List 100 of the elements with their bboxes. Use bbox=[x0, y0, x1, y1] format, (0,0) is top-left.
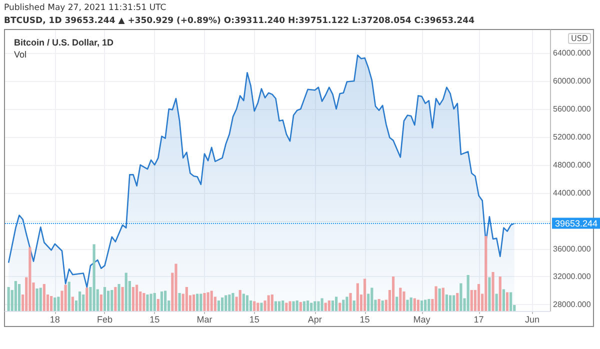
bar bbox=[334, 296, 338, 311]
bar bbox=[460, 283, 462, 311]
bar bbox=[103, 287, 106, 311]
bar bbox=[224, 295, 228, 311]
bar bbox=[153, 293, 156, 311]
bar bbox=[477, 284, 480, 311]
bar bbox=[324, 302, 327, 311]
bar bbox=[142, 293, 146, 311]
bar bbox=[217, 300, 220, 311]
bar bbox=[466, 275, 470, 311]
bar bbox=[253, 301, 256, 311]
bar bbox=[114, 287, 117, 311]
bar bbox=[203, 293, 206, 311]
bar bbox=[416, 300, 420, 311]
x-tick-label: 17 bbox=[474, 314, 484, 324]
bar bbox=[428, 299, 430, 311]
y-tick-label: 36000.000 bbox=[553, 244, 592, 254]
y-tick-label: 44000.000 bbox=[553, 188, 592, 198]
bar bbox=[442, 288, 444, 311]
bar bbox=[438, 288, 441, 311]
x-tick-label: Feb bbox=[96, 314, 112, 324]
bar bbox=[314, 301, 316, 311]
bar bbox=[270, 294, 274, 311]
text: BTCUSD, 1D 39653.244 ▲ +350.929 (+0.89%) O:39311.240 H:39751.122 L:37208.054 C:39653.244 bbox=[4, 16, 474, 26]
bar bbox=[381, 300, 384, 311]
bar bbox=[220, 298, 224, 311]
bar bbox=[413, 298, 416, 311]
bar bbox=[402, 292, 406, 311]
text: Published May 27, 2021 11:31:51 UTC bbox=[4, 3, 166, 13]
bar bbox=[498, 276, 502, 311]
bar bbox=[14, 281, 17, 311]
x-tick-label: Jun bbox=[524, 314, 540, 324]
bar bbox=[274, 301, 278, 311]
x-tick-label: 15 bbox=[150, 314, 160, 324]
text: Bitcoin / U.S. Dollar, 1D bbox=[14, 38, 114, 48]
y-tick-label: 28000.000 bbox=[553, 300, 592, 310]
bar bbox=[57, 296, 60, 311]
bar bbox=[150, 294, 152, 311]
bar bbox=[39, 288, 42, 311]
bar bbox=[100, 294, 102, 311]
bar bbox=[310, 302, 313, 311]
bar bbox=[54, 298, 56, 311]
bar bbox=[156, 299, 160, 311]
bar bbox=[452, 295, 456, 311]
y-tick-label: 52000.000 bbox=[553, 132, 592, 142]
bar bbox=[246, 295, 249, 311]
bar bbox=[302, 301, 306, 311]
x-tick-label: Apr bbox=[308, 314, 322, 324]
bar bbox=[160, 292, 164, 311]
bar bbox=[320, 298, 324, 311]
bar bbox=[146, 294, 149, 311]
bar bbox=[420, 300, 424, 311]
y-tick-label: 48000.000 bbox=[553, 160, 592, 170]
bar bbox=[392, 276, 395, 311]
x-tick-label: 15 bbox=[360, 314, 370, 324]
bar bbox=[68, 282, 70, 311]
bar bbox=[328, 300, 330, 311]
bar bbox=[338, 302, 342, 311]
y-tick-label: 56000.000 bbox=[553, 104, 592, 114]
y-axis-title: USD bbox=[568, 33, 592, 44]
bar bbox=[42, 284, 46, 311]
bar bbox=[164, 290, 167, 311]
x-tick-label: 15 bbox=[249, 314, 260, 324]
bar bbox=[50, 296, 53, 311]
x-tick-label: May bbox=[413, 314, 431, 324]
bar bbox=[424, 300, 427, 311]
bar bbox=[484, 236, 488, 311]
bar bbox=[352, 300, 356, 311]
x-tick-label: Mar bbox=[196, 314, 212, 324]
bar bbox=[196, 294, 199, 311]
bar bbox=[282, 300, 284, 311]
bar bbox=[434, 286, 438, 311]
bar bbox=[506, 292, 509, 311]
bar bbox=[456, 293, 459, 311]
bar bbox=[399, 288, 402, 311]
bar bbox=[71, 296, 74, 311]
y-tick-label: 64000.000 bbox=[553, 48, 592, 58]
bar bbox=[342, 300, 345, 311]
bar bbox=[238, 290, 242, 311]
bar bbox=[317, 301, 320, 311]
bar bbox=[378, 299, 380, 311]
bar bbox=[356, 283, 359, 311]
bar bbox=[86, 288, 88, 311]
bar bbox=[346, 296, 348, 311]
bar bbox=[256, 302, 260, 311]
bar bbox=[242, 294, 245, 311]
x-tick-label: 18 bbox=[50, 314, 60, 324]
bar bbox=[210, 290, 213, 311]
bar bbox=[200, 294, 202, 311]
bar bbox=[28, 247, 32, 311]
bar bbox=[349, 293, 352, 311]
bar bbox=[232, 293, 234, 311]
bar bbox=[132, 287, 135, 311]
bar bbox=[124, 272, 128, 311]
bar bbox=[278, 301, 281, 311]
bar bbox=[299, 302, 302, 311]
y-tick-label: 32000.000 bbox=[553, 272, 592, 282]
bar bbox=[192, 294, 196, 311]
bar bbox=[118, 284, 120, 311]
bar bbox=[135, 284, 138, 311]
